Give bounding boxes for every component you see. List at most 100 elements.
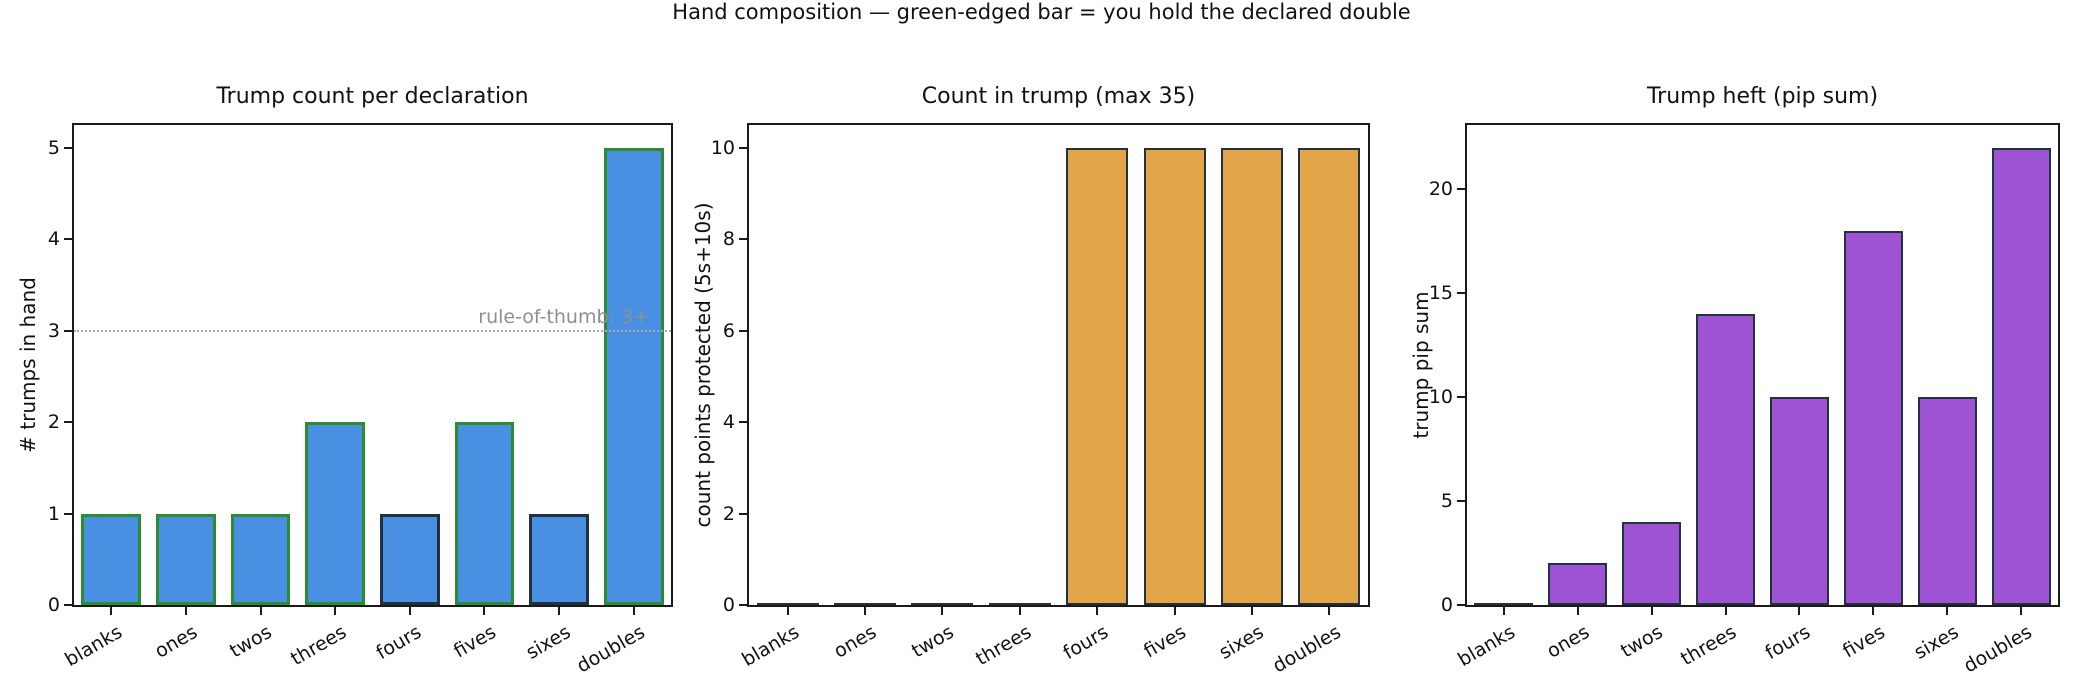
x-tick-mark — [1872, 607, 1875, 615]
x-tick-label: fours — [1059, 621, 1113, 665]
bar-sixes — [1220, 147, 1283, 605]
y-tick-mark — [1457, 396, 1465, 399]
y-tick-mark — [64, 604, 72, 606]
x-tick-label: fives — [1139, 621, 1190, 663]
x-tick-mark — [334, 607, 337, 615]
bar-sixes — [1917, 397, 1977, 605]
bar-doubles — [1298, 147, 1361, 605]
bar-fours — [1066, 147, 1129, 605]
y-axis-label: trump pip sum — [1409, 291, 1433, 439]
y-tick-label: 3 — [47, 319, 60, 342]
x-tick-label: sixes — [521, 621, 575, 664]
x-tick-mark — [2020, 607, 2023, 615]
x-tick-label: blanks — [1454, 621, 1519, 672]
x-tick-mark — [1576, 607, 1579, 615]
x-tick-mark — [1328, 607, 1331, 615]
y-tick-mark — [64, 329, 72, 332]
x-tick-label: fours — [1761, 621, 1815, 665]
y-tick-label: 15 — [1428, 282, 1453, 305]
bar-sixes — [529, 513, 589, 605]
x-tick-mark — [110, 607, 113, 615]
y-tick-mark — [739, 238, 747, 241]
y-tick-mark — [1457, 604, 1465, 606]
x-tick-label: doubles — [1268, 621, 1345, 678]
x-tick-label: ones — [150, 621, 201, 663]
rule-of-thumb-label: rule-of-thumb: 3+ — [478, 305, 649, 328]
x-tick-label: doubles — [573, 621, 649, 678]
bar-fours — [379, 513, 440, 605]
x-tick-mark — [1096, 607, 1099, 615]
y-tick-mark — [64, 421, 72, 424]
subplot-title-trump-heft: Trump heft (pip sum) — [1646, 84, 1879, 109]
y-tick-label: 10 — [1428, 386, 1453, 409]
x-tick-mark — [1724, 607, 1727, 615]
y-tick-mark — [1457, 500, 1465, 503]
y-tick-mark — [739, 329, 747, 332]
bar-fives — [454, 422, 515, 605]
bar-ones — [156, 513, 216, 605]
x-tick-mark — [786, 607, 789, 615]
x-tick-label: threes — [1677, 621, 1741, 671]
y-tick-label: 1 — [47, 502, 60, 525]
y-tick-label: 20 — [1428, 178, 1453, 201]
bar-blanks — [756, 603, 819, 605]
bar-ones — [1548, 563, 1608, 605]
bar-ones — [834, 603, 896, 605]
y-tick-mark — [64, 238, 72, 241]
y-tick-mark — [739, 604, 747, 606]
x-tick-mark — [864, 607, 867, 615]
bar-threes — [988, 603, 1051, 605]
x-tick-mark — [483, 607, 486, 615]
x-tick-label: fives — [1838, 621, 1889, 663]
x-tick-label: fives — [449, 621, 500, 663]
x-tick-label: doubles — [1960, 621, 2037, 678]
bar-doubles — [1991, 147, 2051, 605]
x-tick-mark — [259, 607, 262, 615]
x-tick-label: ones — [829, 621, 881, 663]
y-tick-label: 2 — [47, 411, 60, 434]
x-tick-mark — [408, 607, 411, 615]
bar-threes — [1696, 314, 1756, 605]
x-tick-label: fours — [372, 621, 425, 665]
y-tick-label: 0 — [1440, 594, 1453, 616]
x-tick-mark — [632, 607, 635, 615]
plot-area-count-in-trump — [747, 123, 1370, 607]
x-tick-label: sixes — [1910, 621, 1963, 664]
y-tick-mark — [739, 421, 747, 424]
y-tick-mark — [739, 146, 747, 149]
x-tick-mark — [1798, 607, 1801, 615]
y-tick-mark — [1457, 292, 1465, 295]
x-tick-mark — [558, 607, 561, 615]
x-tick-mark — [1502, 607, 1505, 615]
x-tick-label: blanks — [738, 621, 803, 672]
y-tick-label: 0 — [47, 594, 60, 616]
bar-blanks — [1474, 603, 1534, 605]
x-tick-label: twos — [1617, 621, 1667, 663]
bar-doubles — [603, 147, 664, 605]
x-tick-mark — [184, 607, 187, 615]
y-tick-label: 8 — [722, 228, 735, 251]
x-tick-label: twos — [907, 621, 958, 663]
y-axis-label: count points protected (5s+10s) — [691, 202, 715, 528]
bar-twos — [911, 603, 974, 605]
y-tick-label: 4 — [722, 411, 735, 434]
x-tick-mark — [1173, 607, 1176, 615]
bar-fives — [1143, 147, 1206, 605]
y-tick-label: 4 — [47, 228, 60, 251]
x-tick-label: sixes — [1214, 621, 1267, 664]
y-tick-label: 5 — [1440, 490, 1453, 513]
y-tick-label: 10 — [710, 136, 735, 159]
x-tick-mark — [1018, 607, 1021, 615]
plot-area-trump-heft — [1465, 123, 2060, 607]
bar-threes — [305, 422, 366, 605]
x-tick-label: blanks — [61, 621, 127, 672]
y-tick-label: 5 — [47, 136, 60, 159]
x-tick-label: threes — [287, 621, 351, 671]
x-tick-label: ones — [1542, 621, 1593, 663]
bar-fours — [1769, 397, 1829, 605]
figure-suptitle: Hand composition — green-edged bar = you… — [672, 0, 1411, 24]
rule-of-thumb-line — [74, 329, 671, 332]
y-tick-label: 0 — [722, 594, 735, 616]
x-tick-label: twos — [226, 621, 276, 663]
